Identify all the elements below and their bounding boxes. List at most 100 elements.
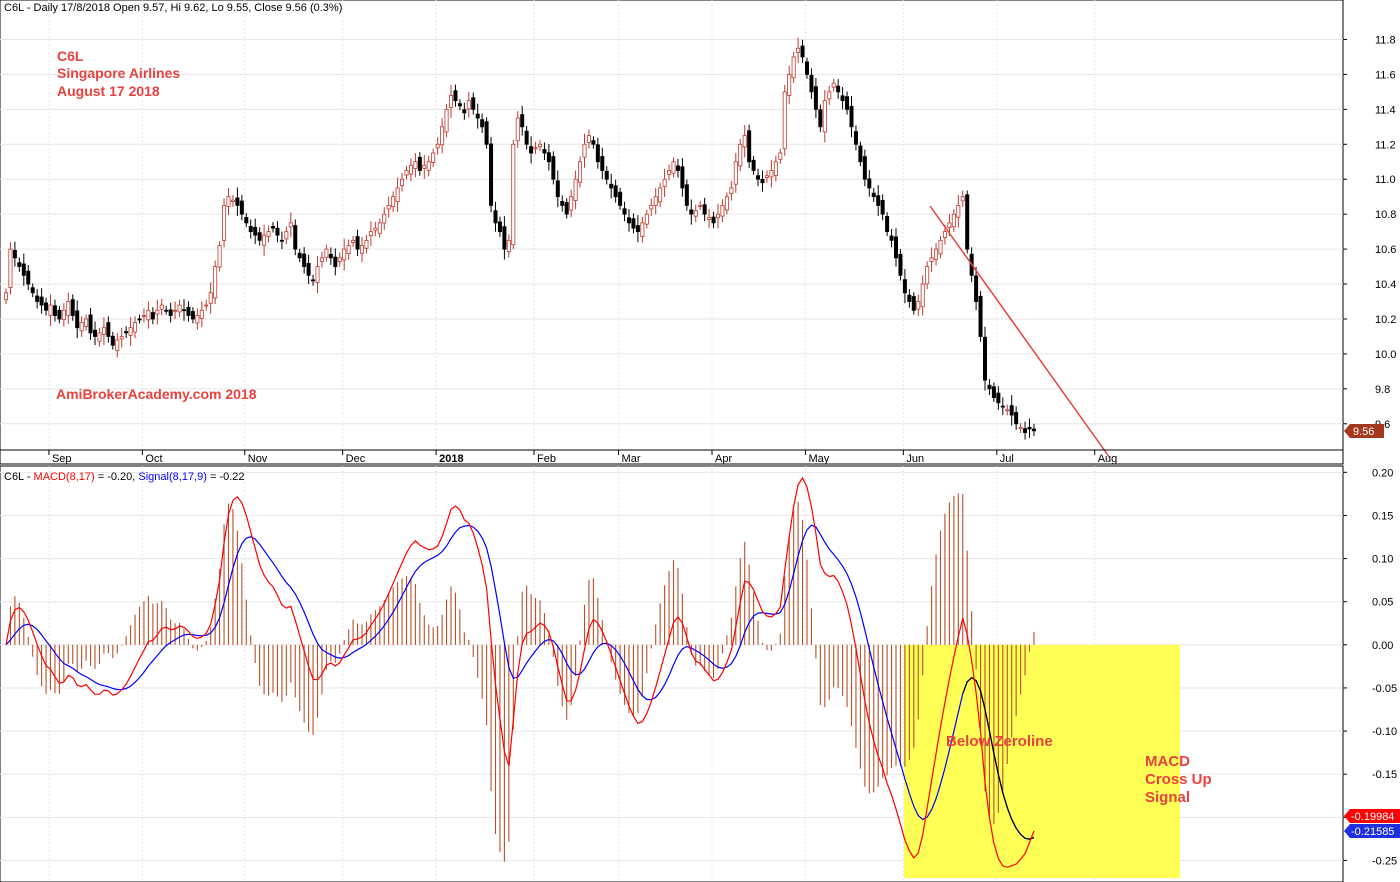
candle-up bbox=[351, 239, 356, 243]
candle-down bbox=[680, 166, 685, 189]
candle-up bbox=[582, 143, 587, 158]
candle-up bbox=[920, 283, 925, 308]
candle-up bbox=[400, 178, 405, 186]
candle-down bbox=[978, 295, 983, 337]
candle-down bbox=[756, 175, 761, 180]
candle-up bbox=[667, 170, 672, 175]
candle-up bbox=[724, 196, 729, 211]
candle-up bbox=[284, 231, 289, 240]
candle-down bbox=[853, 131, 858, 145]
candle-down bbox=[502, 226, 507, 250]
month-label: Aug bbox=[1098, 453, 1118, 465]
candle-up bbox=[213, 266, 218, 299]
candle-up bbox=[346, 245, 351, 255]
candle-up bbox=[448, 94, 453, 108]
candle-down bbox=[809, 74, 814, 93]
macd-header-macd-label: MACD(8,17) bbox=[34, 471, 95, 483]
candle-up bbox=[79, 322, 84, 332]
candle-down bbox=[355, 236, 360, 250]
candle-down bbox=[840, 95, 845, 102]
candle-up bbox=[733, 161, 738, 185]
candle-down bbox=[248, 226, 253, 233]
candle-up bbox=[208, 292, 213, 304]
price-tick-label: 11.8 bbox=[1375, 34, 1396, 46]
candlesticks bbox=[4, 37, 1036, 440]
candle-up bbox=[662, 178, 667, 187]
candle-up bbox=[578, 161, 583, 183]
candle-down bbox=[457, 103, 462, 107]
candle-down bbox=[270, 226, 275, 229]
month-label: Apr bbox=[715, 453, 732, 465]
candle-up bbox=[934, 248, 939, 260]
candle-up bbox=[444, 108, 449, 133]
candle-up bbox=[199, 309, 204, 319]
macd-tick-label: -0.25 bbox=[1372, 855, 1397, 867]
candle-down bbox=[239, 200, 244, 215]
candle-up bbox=[791, 56, 796, 79]
candle-down bbox=[702, 204, 707, 215]
candle-up bbox=[141, 315, 146, 317]
candle-down bbox=[253, 226, 258, 236]
candle-up bbox=[391, 196, 396, 208]
candle-down bbox=[880, 200, 885, 215]
month-label: Dec bbox=[346, 453, 366, 465]
macd-lines bbox=[5, 476, 1035, 868]
candle-down bbox=[560, 201, 565, 206]
candle-up bbox=[226, 196, 231, 207]
candle-down bbox=[44, 302, 49, 311]
trend-line bbox=[929, 205, 1111, 459]
macd-tick-label: 0.00 bbox=[1372, 640, 1393, 652]
candle-down bbox=[911, 296, 916, 311]
candle-down bbox=[150, 312, 155, 320]
chart-title-symbol: C6L bbox=[57, 48, 84, 64]
candle-up bbox=[377, 222, 382, 234]
candle-down bbox=[110, 335, 115, 346]
candle-up bbox=[262, 234, 267, 246]
month-label: Jul bbox=[1000, 453, 1014, 465]
candle-down bbox=[93, 329, 98, 337]
candle-down bbox=[484, 121, 489, 145]
candle-up bbox=[431, 152, 436, 164]
candle-up bbox=[698, 205, 703, 207]
candle-down bbox=[462, 109, 467, 114]
candle-up bbox=[155, 309, 160, 315]
candle-down bbox=[618, 191, 623, 206]
candle-up bbox=[195, 315, 200, 324]
macd-tick-label: 0.10 bbox=[1372, 554, 1393, 566]
candle-down bbox=[12, 250, 17, 259]
macd-tick-label: -0.05 bbox=[1372, 683, 1397, 695]
candle-up bbox=[533, 147, 538, 150]
candle-up bbox=[538, 143, 543, 148]
candle-down bbox=[983, 336, 988, 381]
price-header: C6L - Daily 17/8/2018 Open 9.57, Hi 9.62… bbox=[4, 2, 342, 14]
candle-up bbox=[653, 196, 658, 206]
candle-down bbox=[747, 130, 752, 163]
price-tick-label: 10.6 bbox=[1375, 244, 1396, 256]
candle-up bbox=[159, 304, 164, 310]
candle-up bbox=[960, 196, 965, 202]
annotation-below-zeroline: Below Zeroline bbox=[946, 733, 1053, 750]
candle-up bbox=[404, 170, 409, 176]
candle-up bbox=[133, 322, 138, 333]
macd-header-signal-value: = -0.22 bbox=[207, 471, 245, 483]
month-label: Jun bbox=[906, 453, 924, 465]
candle-down bbox=[631, 218, 636, 229]
macd-histogram bbox=[9, 493, 1035, 862]
candle-down bbox=[57, 309, 62, 320]
candle-up bbox=[929, 257, 934, 262]
candle-down bbox=[524, 130, 529, 145]
candle-up bbox=[773, 161, 778, 176]
candle-down bbox=[124, 331, 129, 334]
candle-down bbox=[622, 208, 627, 215]
candle-down bbox=[564, 202, 569, 215]
candle-down bbox=[996, 392, 1001, 404]
candle-up bbox=[738, 143, 743, 167]
candle-up bbox=[1005, 409, 1010, 412]
candle-down bbox=[760, 178, 765, 184]
macd-header-macd-value: = -0.20, bbox=[95, 471, 139, 483]
candle-up bbox=[368, 231, 373, 236]
candle-up bbox=[716, 213, 721, 219]
downtrend-line bbox=[929, 205, 1111, 459]
price-tick-label: 10.8 bbox=[1375, 209, 1396, 221]
